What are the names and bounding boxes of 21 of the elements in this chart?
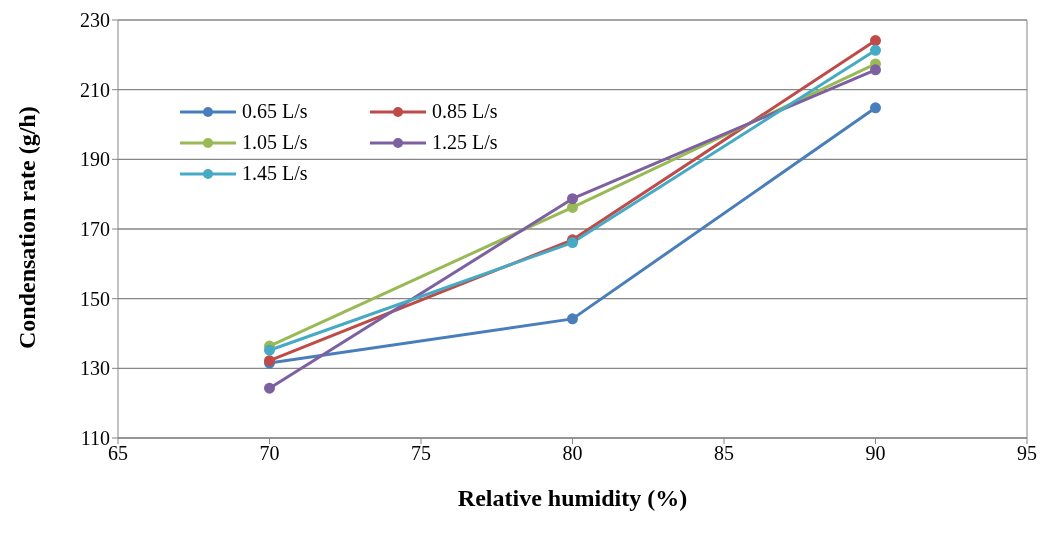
x-tick-label: 80 <box>562 442 583 465</box>
y-tick-label: 110 <box>80 427 110 450</box>
x-tick-label: 95 <box>1017 442 1037 465</box>
legend-label: 0.65 L/s <box>242 100 308 123</box>
y-tick-label: 210 <box>80 78 110 101</box>
x-tick-label: 90 <box>865 442 886 465</box>
x-tick-label: 65 <box>108 442 128 465</box>
legend-label: 1.05 L/s <box>242 131 308 154</box>
legend-label: 1.45 L/s <box>242 162 308 185</box>
x-tick-label: 70 <box>259 442 280 465</box>
y-tick-label: 130 <box>80 357 110 380</box>
y-axis-title: Condensation rate (g/h) <box>13 106 40 349</box>
legend-label: 1.25 L/s <box>432 131 498 154</box>
y-tick-label: 150 <box>80 287 110 310</box>
y-tick-label: 170 <box>80 218 110 241</box>
x-axis-title: Relative humidity (%) <box>457 485 688 511</box>
x-tick-label: 85 <box>714 442 734 465</box>
legend-label: 0.85 L/s <box>432 100 498 123</box>
y-tick-label: 190 <box>80 148 110 171</box>
x-tick-label: 75 <box>411 442 431 465</box>
y-tick-label: 230 <box>80 9 110 32</box>
